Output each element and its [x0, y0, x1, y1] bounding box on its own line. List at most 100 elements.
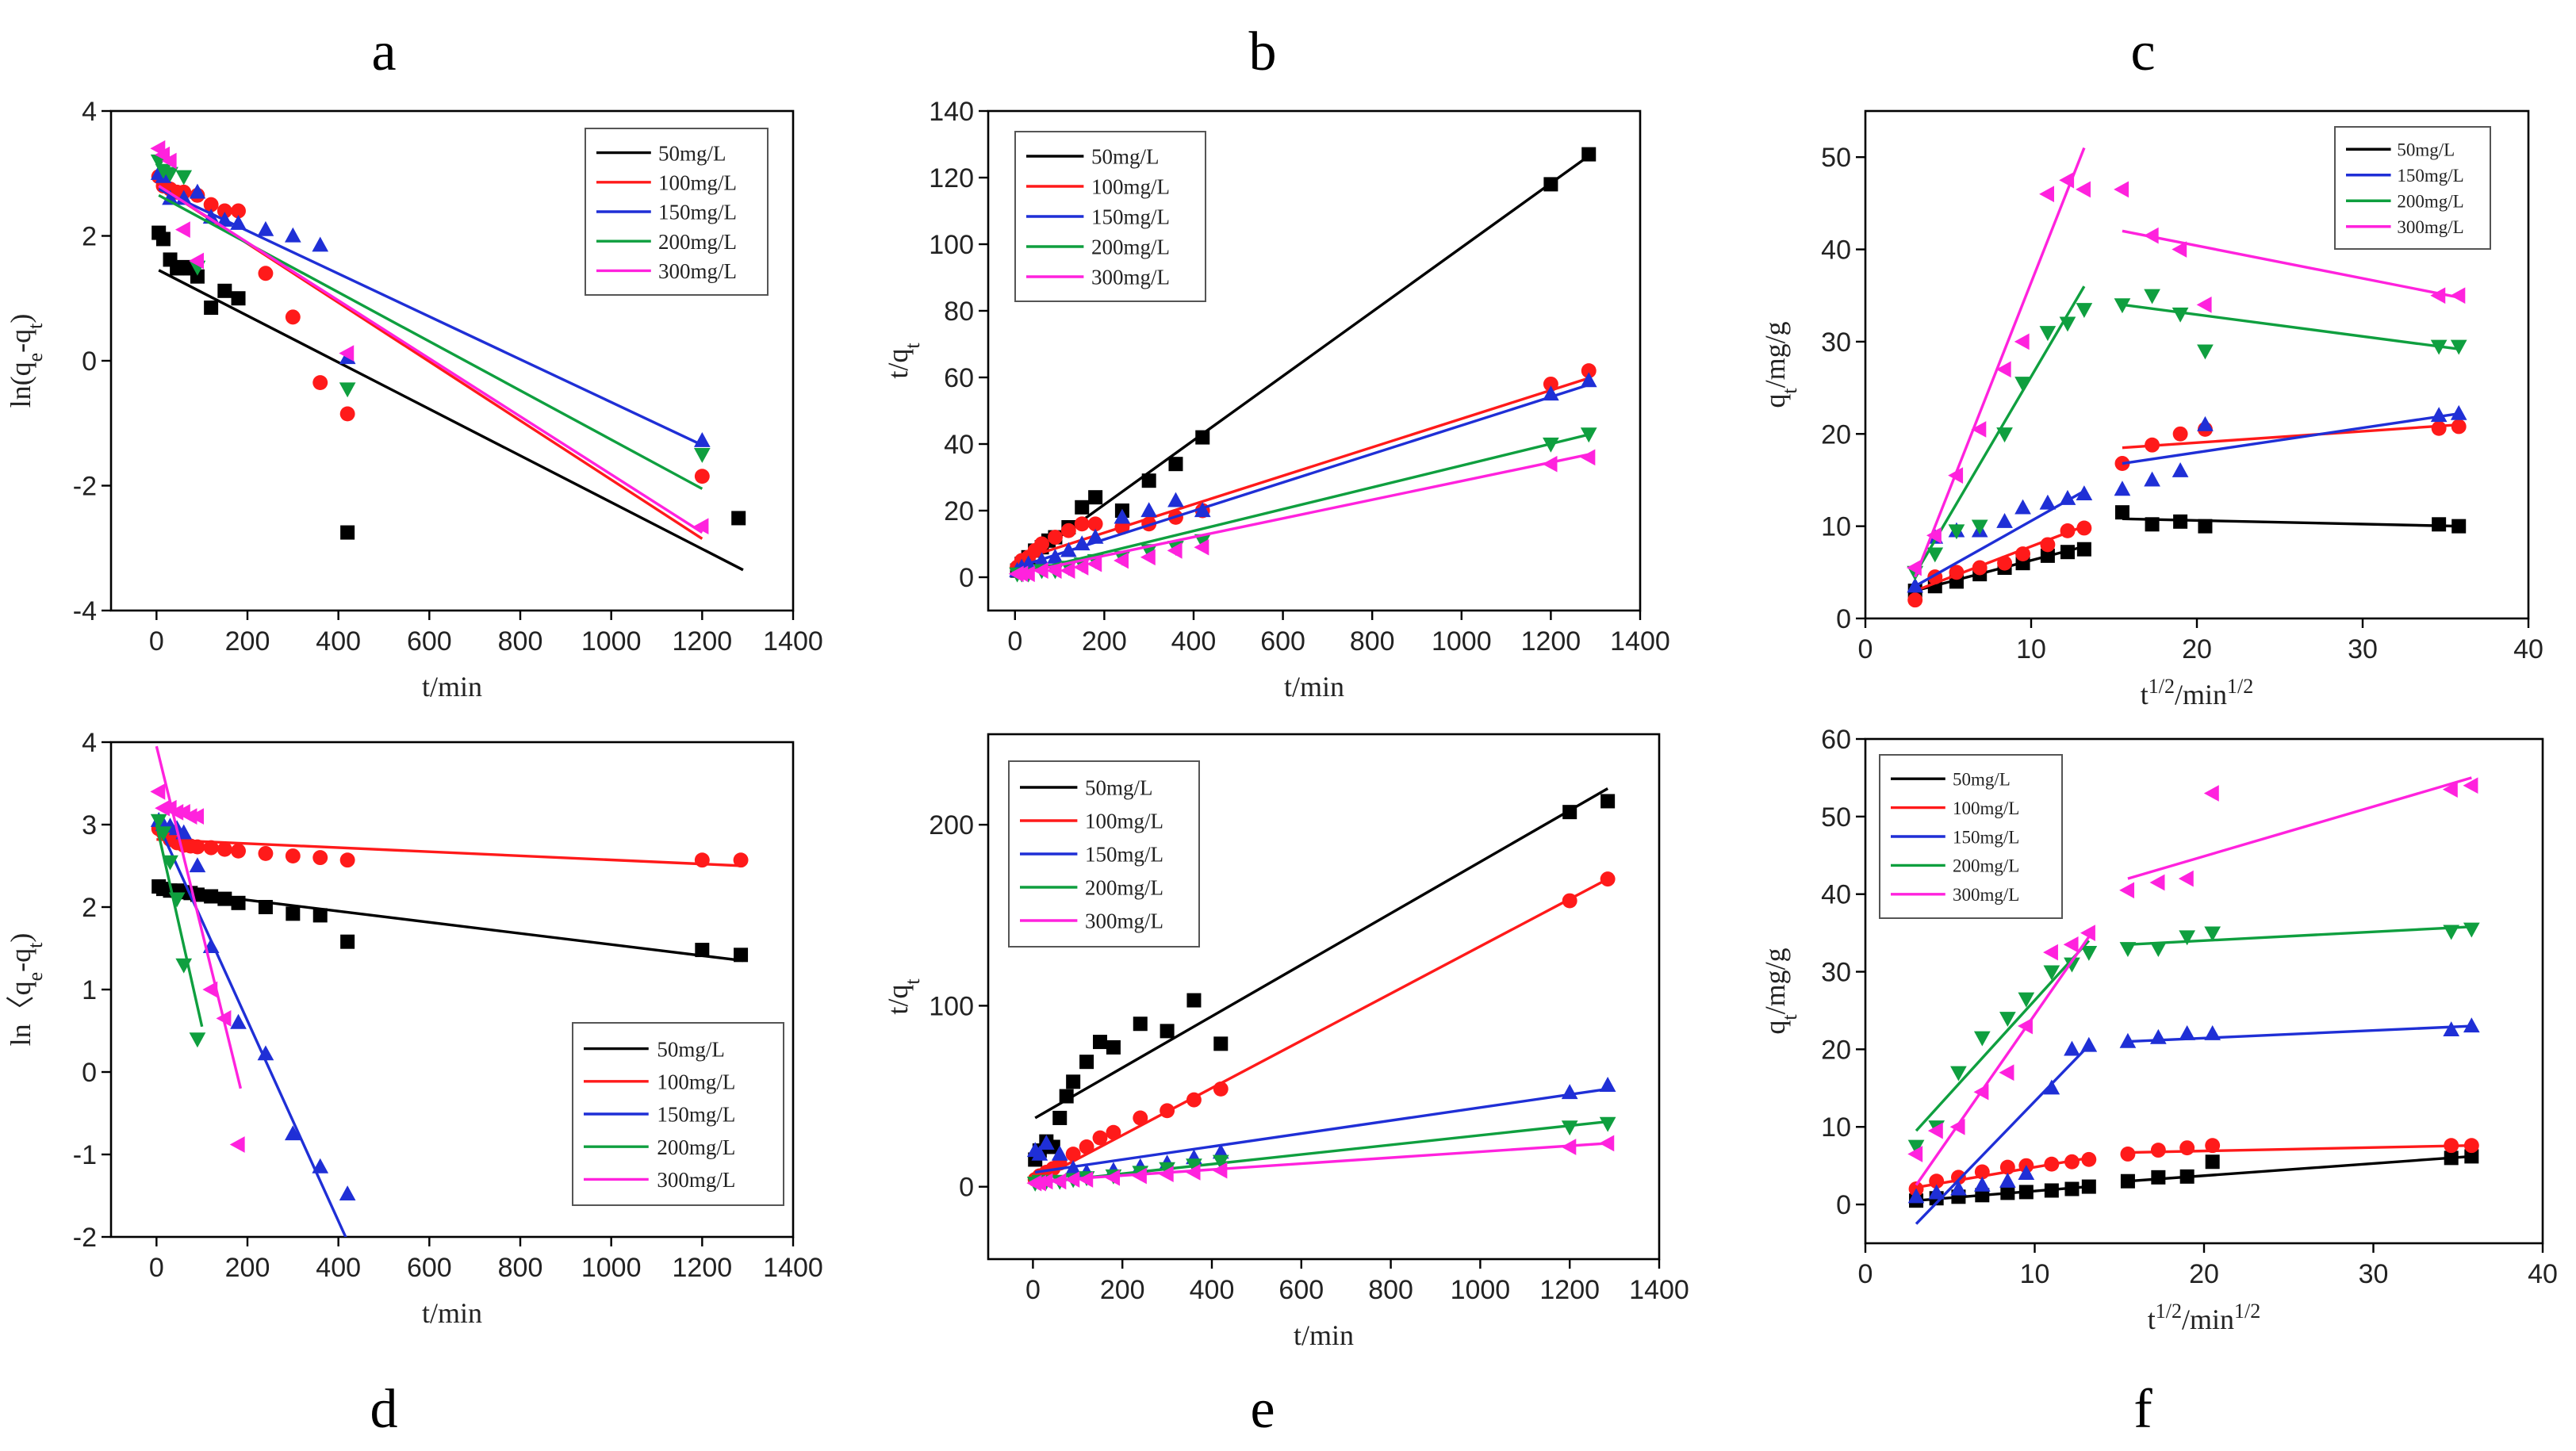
data-point-300mg-L: [161, 152, 177, 170]
data-point-200mg-L: [1543, 437, 1559, 453]
data-point-150mg-L: [189, 857, 206, 873]
x-tick-label: 200: [225, 626, 270, 657]
x-tick-label: 0: [1025, 1275, 1041, 1305]
data-point-200mg-L: [1599, 1116, 1616, 1132]
legend: 50mg/L 150mg/L 200mg/L 300mg/L: [2334, 126, 2491, 250]
data-point-100mg-L: [190, 839, 205, 855]
x-tick-label: 600: [1278, 1275, 1324, 1305]
fit-line-300mg-L: [2122, 229, 2459, 299]
data-point-150mg-L: [2450, 404, 2467, 420]
x-axis-label: t/min: [1294, 1319, 1354, 1351]
fit-line-50mg-L: [2122, 517, 2459, 528]
data-point-300mg-L: [1037, 1173, 1053, 1190]
y-tick-label: 4: [82, 728, 97, 758]
data-point-100mg-L: [1160, 1103, 1175, 1119]
data-point-50mg-L: [155, 232, 171, 247]
data-point-50mg-L: [1160, 1024, 1175, 1039]
data-point-150mg-L: [1928, 1184, 1945, 1200]
y-tick-label: 40: [1821, 235, 1851, 266]
fit-line-150mg-L: [2127, 1024, 2472, 1043]
data-point-200mg-L: [2144, 289, 2160, 304]
legend-label: 150mg/L: [2397, 166, 2463, 186]
data-point-200mg-L: [1926, 547, 1944, 563]
y-tick-label: 40: [944, 430, 974, 460]
x-tick-label: 1400: [1610, 626, 1670, 657]
data-point-300mg-L: [1580, 449, 1596, 466]
y-axis-label: ln〈qe-qt): [5, 933, 47, 1047]
data-point-200mg-L: [2039, 326, 2057, 342]
data-point-200mg-L: [2064, 957, 2080, 973]
legend-label: 50mg/L: [1953, 769, 2011, 789]
y-tick-label: 100: [929, 991, 974, 1021]
data-point-50mg-L: [217, 283, 232, 298]
x-tick-label: 0: [1858, 1259, 1873, 1289]
data-point-300mg-L: [1033, 562, 1048, 579]
data-point-300mg-L: [2014, 333, 2030, 350]
data-point-50mg-L: [1195, 430, 1210, 445]
panel-letter: f: [2133, 1379, 2152, 1440]
data-point-100mg-L: [2451, 419, 2467, 435]
data-point-300mg-L: [229, 1136, 245, 1153]
data-point-50mg-L: [1600, 794, 1616, 809]
data-point-200mg-L: [2114, 298, 2131, 314]
data-point-300mg-L: [1949, 1118, 1965, 1135]
data-point-50mg-L: [2151, 1170, 2166, 1185]
data-point-100mg-L: [258, 266, 274, 281]
legend-label: 150mg/L: [1953, 827, 2019, 847]
y-tick-label: 2: [82, 893, 97, 923]
y-tick-label: 200: [929, 810, 974, 840]
data-point-200mg-L: [2179, 930, 2195, 946]
data-point-150mg-L: [693, 432, 711, 447]
data-point-100mg-L: [694, 469, 710, 484]
data-point-200mg-L: [162, 167, 178, 182]
data-point-200mg-L: [168, 892, 186, 908]
x-tick-label: 1400: [1629, 1275, 1689, 1305]
data-point-150mg-L: [2014, 499, 2031, 515]
data-point-50mg-L: [2044, 1183, 2059, 1198]
data-area: [1008, 147, 1597, 583]
data-point-100mg-L: [258, 845, 274, 861]
data-point-300mg-L: [1927, 1122, 1943, 1139]
data-point-50mg-L: [1093, 1035, 1107, 1050]
data-point-50mg-L: [734, 948, 749, 963]
legend: 50mg/L 100mg/L 150mg/L 200mg/L 300mg/L: [572, 1022, 784, 1206]
legend: 50mg/L 100mg/L 150mg/L 200mg/L 300mg/L: [1879, 754, 2063, 919]
data-area: [1907, 776, 2480, 1225]
x-tick-label: 1200: [1521, 626, 1581, 657]
data-point-200mg-L: [1186, 1158, 1202, 1174]
data-point-300mg-L: [2463, 777, 2478, 794]
data-point-300mg-L: [1060, 562, 1075, 579]
data-point-200mg-L: [162, 855, 178, 871]
data-point-200mg-L: [2197, 344, 2214, 360]
data-point-150mg-L: [162, 190, 178, 205]
data-point-150mg-L: [230, 214, 247, 230]
data-point-150mg-L: [1907, 577, 1924, 593]
data-point-300mg-L: [1046, 562, 1062, 579]
x-tick-label: 600: [407, 626, 452, 657]
data-point-300mg-L: [1973, 1083, 1989, 1101]
data-point-150mg-L: [2080, 1036, 2098, 1052]
data-point-50mg-L: [340, 934, 355, 949]
data-point-300mg-L: [1599, 1135, 1615, 1152]
data-point-100mg-L: [1949, 565, 1965, 580]
data-point-50mg-L: [312, 908, 328, 923]
legend-label: 200mg/L: [657, 1135, 735, 1159]
data-point-300mg-L: [2196, 297, 2212, 313]
panel-d-pseudo-first-order: d 0 200 400 600 800 1000 1200 1400 -2 -1 0 1 2 3 4 t/min…: [5, 728, 823, 1440]
y-tick-label: 0: [1836, 604, 1851, 634]
data-point-150mg-L: [1140, 502, 1158, 518]
legend-label: 100mg/L: [658, 171, 737, 195]
data-point-200mg-L: [2043, 965, 2060, 981]
x-tick-label: 200: [1100, 1275, 1145, 1305]
legend-label: 150mg/L: [1091, 205, 1170, 229]
y-tick-label: 40: [1821, 880, 1851, 910]
legend-label: 200mg/L: [658, 230, 737, 254]
legend-label: 300mg/L: [1953, 885, 2019, 905]
y-tick-label: -4: [73, 596, 97, 626]
data-area: [150, 745, 749, 1237]
data-point-200mg-L: [1561, 1120, 1578, 1136]
data-point-100mg-L: [2172, 426, 2188, 442]
y-tick-label: 20: [1821, 1035, 1851, 1065]
panel-c-intraparticle-diffusion: c 0 10 20 30 40 0 10 20 30 40 50 t1/2/min1/2 qt/mg/g 5…: [1759, 21, 2543, 710]
data-point-150mg-L: [230, 1013, 247, 1029]
